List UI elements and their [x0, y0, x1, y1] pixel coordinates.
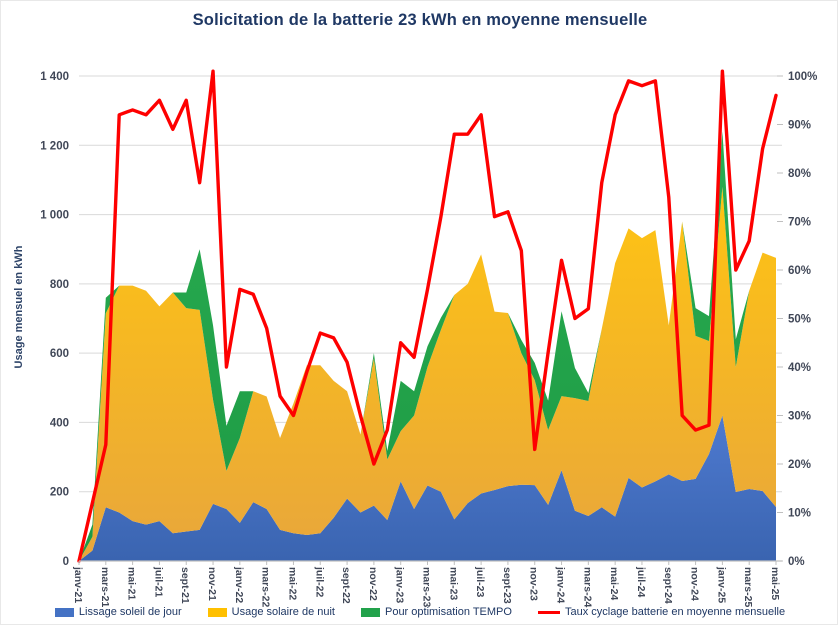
y-axis-tick-label: 1 400: [40, 71, 69, 83]
green-area-swatch-icon: [360, 607, 380, 617]
blue-area-swatch-icon: [54, 607, 74, 617]
x-axis-tick-label: mars-24: [581, 567, 594, 608]
x-axis-tick-label: mai-23: [447, 567, 460, 601]
area-lissage-soleil: [79, 415, 776, 561]
legend-item-tempo: Pour optimisation TEMPO: [360, 606, 512, 618]
area-optimisation-tempo: [79, 131, 776, 561]
y-axis-tick-label: 1 000: [40, 210, 69, 222]
legend-item-lissage: Lissage soleil de jour: [54, 606, 182, 618]
y-axis-tick-label: 0: [63, 556, 69, 568]
red-line-swatch-icon: [537, 610, 560, 614]
x-axis-tick-label: mars-22: [259, 567, 272, 608]
pct-axis-tick-label: 30%: [788, 411, 811, 423]
y-axis-tick-label: 1 200: [40, 140, 69, 152]
y-axis-tick-label: 400: [50, 417, 69, 429]
x-axis-tick-label: sept-21: [179, 567, 192, 604]
x-axis-tick-label: janv-25: [715, 567, 728, 604]
legend-label: Pour optimisation TEMPO: [384, 606, 512, 618]
x-axis-tick-label: janv-23: [393, 567, 406, 604]
x-axis-tick-label: janv-22: [232, 567, 245, 604]
x-axis-tick-label: mars-23: [420, 567, 433, 608]
pct-axis-tick-label: 100%: [788, 71, 817, 83]
x-axis-tick-label: sept-24: [661, 567, 674, 604]
legend-label: Lissage soleil de jour: [78, 606, 182, 618]
x-axis-tick-label: nov-23: [527, 567, 540, 601]
chart-legend: Lissage soleil de jour Usage solaire de …: [1, 606, 837, 618]
yellow-area-swatch-icon: [207, 607, 227, 617]
pct-axis-tick-label: 10%: [788, 508, 811, 520]
x-axis-tick-label: janv-21: [72, 567, 84, 604]
pct-axis-tick-label: 70%: [788, 217, 811, 229]
x-axis-tick-label: mai-22: [286, 567, 299, 601]
x-axis-tick-label: juil-24: [634, 567, 647, 598]
legend-label: Usage solaire de nuit: [231, 606, 335, 618]
x-axis-tick-label: janv-24: [554, 567, 567, 604]
x-axis-tick-label: nov-22: [366, 567, 379, 601]
pct-axis-tick-label: 20%: [788, 459, 811, 471]
x-axis-tick-label: mars-25: [742, 567, 755, 608]
pct-axis-tick-label: 60%: [788, 265, 811, 277]
x-axis-tick-label: sept-22: [340, 567, 353, 604]
x-axis-tick-label: nov-24: [688, 567, 701, 601]
chart-title: Solicitation de la batterie 23 kWh en mo…: [192, 11, 648, 29]
pct-axis-tick-label: 50%: [788, 314, 811, 326]
y-axis-tick-label: 600: [50, 348, 69, 360]
legend-label: Taux cyclage batterie en moyenne mensuel…: [564, 606, 786, 618]
pct-axis-tick-label: 80%: [788, 168, 811, 180]
x-axis-tick-label: sept-23: [500, 567, 513, 604]
x-axis-tick-label: mai-21: [125, 567, 138, 601]
y-axis-tick-label: 800: [50, 279, 69, 291]
legend-item-usage-nuit: Usage solaire de nuit: [207, 606, 335, 618]
pct-axis-tick-label: 40%: [788, 362, 811, 374]
x-axis-tick-label: juil-21: [152, 567, 165, 598]
line-taux-cyclage: [77, 69, 778, 563]
pct-axis-tick-label: 0%: [788, 556, 805, 568]
area-usage-solaire-nuit: [79, 186, 776, 561]
x-axis-tick-label: mai-24: [608, 567, 621, 601]
x-axis-tick-label: juil-23: [474, 567, 487, 598]
pct-axis-tick-label: 90%: [788, 120, 811, 132]
x-axis-tick-label: mars-21: [98, 567, 111, 608]
x-axis-tick-label: nov-21: [206, 567, 219, 601]
y-axis-tick-label: 200: [50, 487, 69, 499]
x-axis-tick-label: juil-22: [313, 567, 326, 598]
legend-item-taux-cyclage: Taux cyclage batterie en moyenne mensuel…: [537, 606, 786, 618]
x-axis-tick-label: mai-25: [769, 567, 781, 601]
